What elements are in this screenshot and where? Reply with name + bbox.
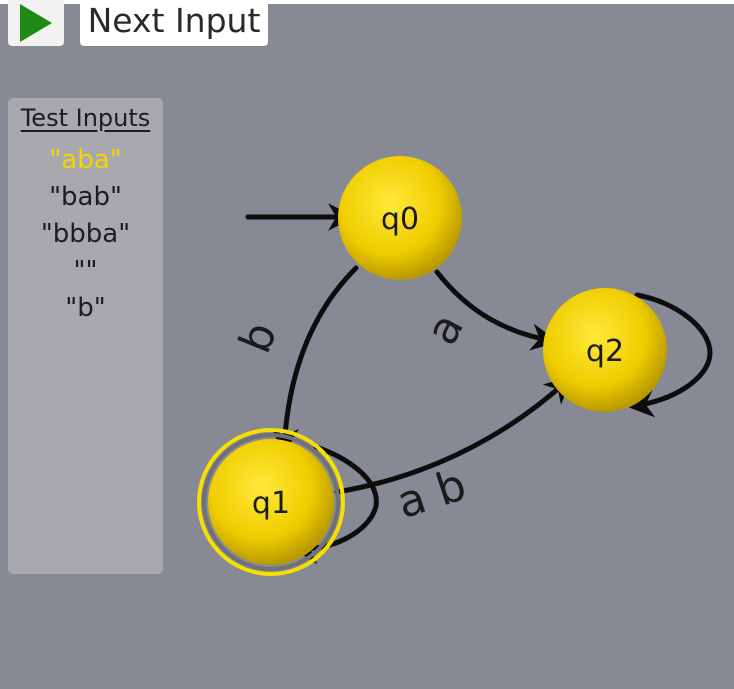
test-inputs-title: Test Inputs [20,104,151,132]
edge-q1-q2 [334,376,573,495]
accepting-ring [197,428,345,576]
edge-q2-loop [626,292,713,418]
state-q1[interactable]: q1 [197,428,345,576]
test-input-item[interactable]: "aba" [49,145,122,175]
test-input-item[interactable]: "" [73,256,98,286]
state-q2-label: q2 [586,334,624,369]
test-inputs-panel: Test Inputs "aba" "bab" "bbba" "" "b" [8,98,163,574]
state-q0[interactable]: q0 [338,156,462,280]
edge-q0-q2 [434,269,559,351]
edge-q0-q1 [271,265,359,456]
next-input-button[interactable]: Next Input [80,0,268,46]
state-q2[interactable]: q2 [543,288,667,412]
test-input-item[interactable]: "bbba" [40,219,131,249]
play-button[interactable] [8,0,64,46]
edge-label-q0-q2: a [416,305,474,353]
top-border [0,0,734,4]
test-inputs-list: "aba" "bab" "bbba" "" "b" [8,142,163,327]
test-input-item[interactable]: "b" [65,293,106,323]
test-input-item[interactable]: "bab" [49,182,122,212]
play-icon [20,4,52,42]
state-q0-label: q0 [381,202,419,237]
edge-label-q0-q1: b [230,315,288,360]
edge-label-q1-q2: a b [391,459,472,529]
state-q1-label: q1 [252,486,290,521]
